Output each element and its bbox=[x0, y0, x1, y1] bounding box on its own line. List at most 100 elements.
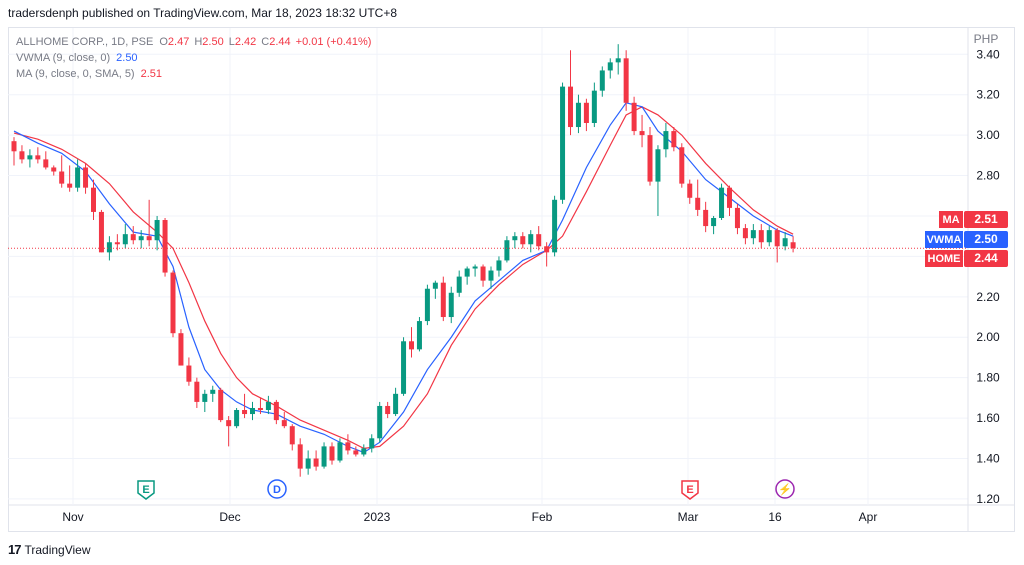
candle[interactable] bbox=[575, 94, 581, 134]
candle[interactable] bbox=[242, 393, 248, 419]
candle[interactable] bbox=[583, 98, 589, 132]
candle[interactable] bbox=[345, 434, 351, 455]
candle[interactable] bbox=[337, 438, 343, 463]
candle[interactable] bbox=[138, 230, 144, 249]
candle[interactable] bbox=[631, 96, 637, 136]
candle[interactable] bbox=[202, 389, 208, 413]
candle[interactable] bbox=[727, 185, 732, 216]
candle[interactable] bbox=[186, 357, 192, 386]
candle[interactable] bbox=[98, 209, 104, 253]
candle[interactable] bbox=[536, 226, 542, 251]
candle[interactable] bbox=[599, 66, 605, 97]
candle[interactable] bbox=[671, 127, 677, 152]
candle[interactable] bbox=[528, 230, 534, 253]
candle[interactable] bbox=[591, 82, 597, 128]
candle[interactable] bbox=[377, 401, 383, 443]
candle[interactable] bbox=[250, 401, 255, 421]
candle[interactable] bbox=[67, 165, 73, 192]
candle[interactable] bbox=[448, 286, 454, 324]
candle[interactable] bbox=[639, 114, 645, 148]
candle[interactable] bbox=[194, 377, 200, 408]
candle[interactable] bbox=[146, 199, 152, 247]
candle[interactable] bbox=[11, 137, 17, 166]
candle[interactable] bbox=[75, 159, 81, 192]
candle[interactable] bbox=[321, 442, 327, 469]
candle[interactable] bbox=[440, 276, 446, 322]
candle[interactable] bbox=[766, 226, 772, 247]
candle[interactable] bbox=[711, 215, 717, 235]
dividend-icon[interactable]: D bbox=[267, 479, 287, 499]
candle[interactable] bbox=[719, 183, 725, 221]
candle[interactable] bbox=[623, 50, 629, 111]
candle[interactable] bbox=[162, 217, 168, 277]
candle[interactable] bbox=[51, 165, 57, 176]
candle[interactable] bbox=[59, 155, 65, 188]
candle[interactable] bbox=[170, 270, 176, 338]
candle[interactable] bbox=[782, 232, 788, 251]
candle[interactable] bbox=[615, 44, 621, 75]
candle[interactable] bbox=[416, 317, 422, 352]
candle[interactable] bbox=[281, 412, 287, 429]
candle[interactable] bbox=[313, 450, 319, 471]
chart-frame[interactable] bbox=[8, 27, 1015, 532]
candle[interactable] bbox=[35, 147, 41, 164]
candle[interactable] bbox=[472, 264, 478, 277]
candle[interactable] bbox=[464, 266, 470, 285]
candle[interactable] bbox=[552, 195, 558, 257]
candle[interactable] bbox=[265, 395, 271, 415]
earnings-icon[interactable]: E bbox=[137, 480, 155, 500]
candle[interactable] bbox=[687, 179, 693, 204]
candle[interactable] bbox=[456, 270, 462, 297]
candle[interactable] bbox=[329, 442, 335, 465]
candle[interactable] bbox=[106, 236, 112, 261]
split-icon[interactable]: ⚡ bbox=[775, 479, 795, 499]
candle[interactable] bbox=[361, 444, 367, 457]
candle[interactable] bbox=[695, 179, 701, 216]
candle[interactable] bbox=[257, 397, 263, 415]
candle[interactable] bbox=[218, 387, 224, 423]
candle[interactable] bbox=[520, 232, 526, 249]
candle[interactable] bbox=[774, 228, 780, 263]
earnings-icon[interactable]: E bbox=[681, 480, 699, 500]
candle[interactable] bbox=[560, 82, 566, 204]
candle[interactable] bbox=[305, 450, 311, 475]
candle[interactable] bbox=[544, 242, 550, 267]
candle[interactable] bbox=[130, 226, 136, 245]
candle[interactable] bbox=[409, 327, 414, 358]
candle[interactable] bbox=[91, 179, 96, 221]
candle[interactable] bbox=[273, 399, 279, 425]
candle[interactable] bbox=[488, 266, 494, 289]
candle[interactable] bbox=[655, 145, 661, 216]
candle[interactable] bbox=[154, 215, 160, 251]
candle[interactable] bbox=[289, 424, 295, 451]
candle[interactable] bbox=[424, 284, 430, 326]
candle[interactable] bbox=[432, 280, 438, 299]
candle[interactable] bbox=[234, 407, 240, 429]
candle[interactable] bbox=[353, 446, 359, 457]
candle[interactable] bbox=[369, 434, 375, 453]
candle[interactable] bbox=[210, 385, 216, 402]
candle[interactable] bbox=[607, 58, 613, 79]
candle[interactable] bbox=[226, 416, 232, 447]
candle[interactable] bbox=[663, 122, 669, 158]
candle[interactable] bbox=[114, 234, 120, 251]
candle[interactable] bbox=[504, 236, 510, 263]
candle[interactable] bbox=[401, 337, 407, 396]
candle[interactable] bbox=[647, 127, 653, 186]
candle[interactable] bbox=[512, 232, 518, 249]
candle[interactable] bbox=[122, 224, 128, 249]
candle[interactable] bbox=[385, 401, 391, 419]
candle[interactable] bbox=[480, 264, 486, 287]
candle[interactable] bbox=[679, 143, 685, 188]
candle[interactable] bbox=[297, 438, 303, 477]
candle[interactable] bbox=[758, 224, 764, 249]
candle[interactable] bbox=[19, 145, 25, 164]
candle[interactable] bbox=[178, 329, 184, 366]
candle[interactable] bbox=[43, 151, 49, 170]
candle[interactable] bbox=[750, 224, 756, 245]
candle[interactable] bbox=[496, 256, 502, 277]
candle[interactable] bbox=[742, 224, 748, 245]
candle[interactable] bbox=[393, 387, 399, 417]
candle[interactable] bbox=[83, 163, 89, 194]
candle[interactable] bbox=[27, 149, 33, 168]
